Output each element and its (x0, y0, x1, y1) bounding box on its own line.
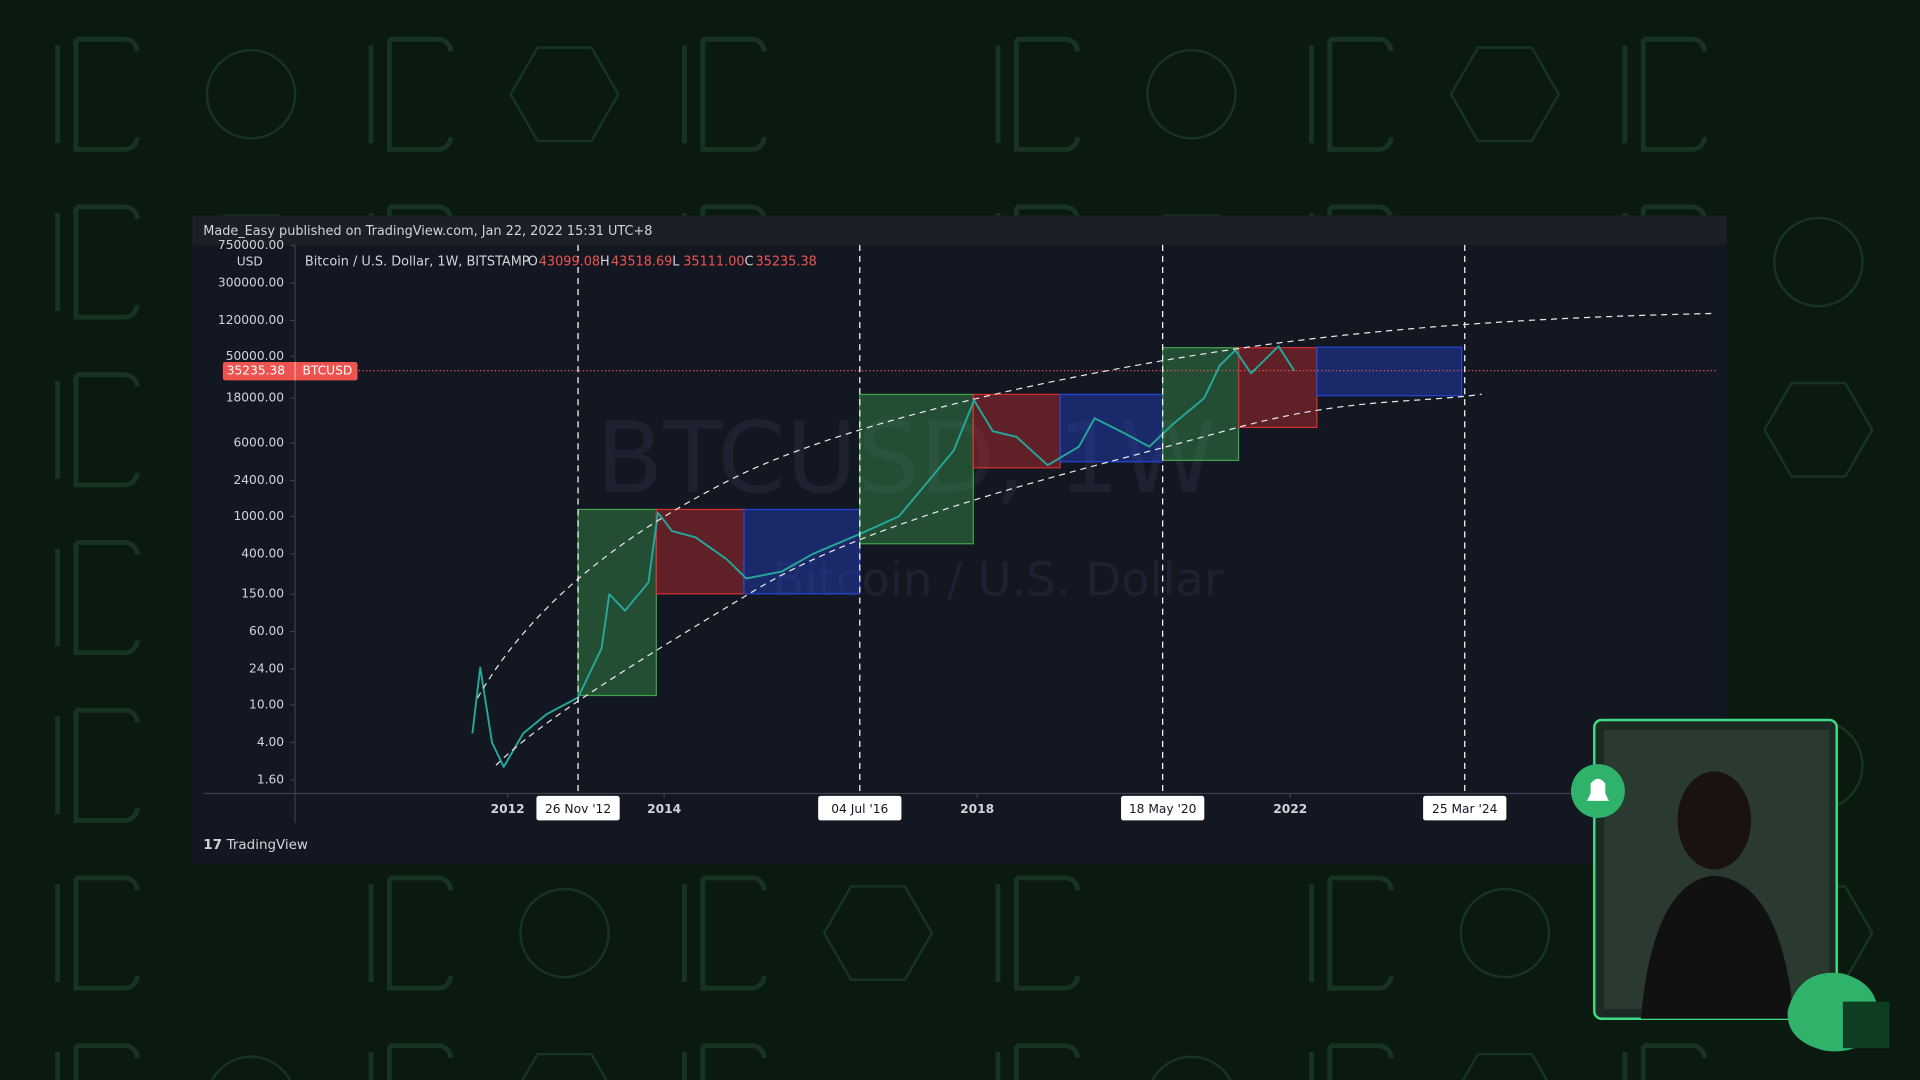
y-tick-label: 24.00 (249, 662, 284, 676)
ohlc-value: 43099.08 (539, 255, 600, 270)
pattern-circle (1773, 216, 1864, 308)
price-label: 35235.38 (227, 364, 285, 378)
cycle-box (1059, 393, 1164, 463)
watermark-sub: Bitcoin / U.S. Dollar (773, 552, 1224, 606)
pattern-logo (55, 540, 140, 656)
currency: USD (237, 255, 263, 269)
ohlc-key: O (528, 255, 538, 270)
y-tick-label: 1000.00 (233, 509, 284, 523)
y-tick-label: 300000.00 (218, 275, 284, 289)
y-tick-label: 2400.00 (233, 473, 284, 487)
x-tick-label: 2014 (647, 802, 681, 816)
cycle-box (655, 508, 745, 595)
pattern-logo (995, 1043, 1080, 1080)
pattern-circle (1146, 48, 1237, 140)
date-marker-label: 26 Nov '12 (545, 802, 611, 816)
x-tick-label: 2012 (491, 802, 525, 816)
y-tick-label: 18000.00 (226, 391, 284, 405)
person-hair (1677, 771, 1752, 870)
cycle-box (743, 508, 861, 595)
pattern-hexagon (1461, 1052, 1549, 1080)
date-marker-box (1121, 795, 1205, 821)
pattern-logo (995, 36, 1080, 152)
ohlc-value: 35235.38 (756, 255, 817, 270)
publisher: Made_Easy published on TradingView.com, … (203, 224, 652, 239)
pattern-logo (995, 875, 1080, 991)
date-marker-label: 18 May '20 (1129, 802, 1197, 816)
y-tick-label: 120000.00 (218, 313, 284, 327)
pattern-logo (682, 1043, 767, 1080)
ohlc-value: 35111.00 (683, 255, 744, 270)
pattern-circle (205, 48, 297, 140)
y-tick-label: 4.00 (257, 735, 284, 749)
chart-panel (192, 215, 1727, 865)
legend-title: Bitcoin / U.S. Dollar, 1W, BITSTAMP (305, 255, 530, 270)
ohlc: O 43099.08 H 43518.69 L 35111.00 C 35235.38 (528, 255, 817, 270)
watermark: BTCUSD, 1W (596, 402, 1216, 516)
symbol-label: BTCUSD (302, 364, 352, 378)
pattern-logo (682, 875, 767, 991)
date-marker-label: 04 Jul '16 (831, 802, 888, 816)
date-marker-box (536, 795, 620, 821)
bell-icon (1586, 778, 1609, 801)
pattern-logo (55, 707, 140, 823)
price-label-box (222, 362, 358, 381)
branding-text: TradingView (226, 838, 308, 853)
pattern-logo (55, 372, 140, 488)
date-marker-label: 25 Mar '24 (1432, 802, 1498, 816)
y-tick-label: 750000.00 (218, 238, 284, 252)
pattern-hexagon (1763, 381, 1874, 478)
x-tick-label: 2018 (960, 802, 994, 816)
cycle-box (972, 393, 1061, 469)
cycle-box (859, 393, 974, 545)
pattern-circle (210, 1055, 292, 1080)
pattern-hexagon (822, 885, 934, 981)
pattern-hexagon (509, 46, 620, 143)
pattern-logo (55, 204, 140, 320)
logo-square (1842, 1001, 1890, 1049)
pattern-logo (55, 36, 140, 152)
y-tick-label: 10.00 (249, 697, 284, 711)
cycle-box (1316, 346, 1463, 397)
pattern-logo (368, 1043, 454, 1080)
pattern-logo (1308, 1043, 1394, 1080)
pattern-logo (368, 36, 454, 152)
branding: 𝟭𝟳 TradingView (203, 838, 308, 853)
y-tick-label: 6000.00 (233, 436, 284, 450)
pattern-hexagon (521, 1052, 608, 1080)
pattern-logo (682, 36, 767, 152)
pattern-hexagon (1449, 46, 1561, 143)
ohlc-key: L (672, 255, 680, 270)
x-tick-label: 2022 (1273, 802, 1307, 816)
ohlc-key: H (600, 255, 610, 270)
ohlc-value: 43518.69 (611, 255, 672, 270)
pattern-circle (1459, 887, 1551, 979)
pattern-logo (55, 1043, 140, 1080)
upper-trend-curve (477, 312, 1715, 699)
pattern-circle (519, 887, 610, 979)
y-tick-label: 150.00 (241, 587, 284, 601)
pattern-logo (368, 875, 454, 991)
ohlc-key: C (744, 255, 753, 270)
y-tick-label: 50000.00 (226, 349, 284, 363)
y-tick-label: 60.00 (249, 624, 284, 638)
pattern-logo (1308, 36, 1394, 152)
cycle-box (1237, 347, 1318, 429)
pattern-logo (1308, 875, 1394, 991)
date-marker-box (1423, 795, 1507, 821)
pattern-logo (55, 875, 140, 991)
overlay: 26 Nov '12 04 Jul '16 18 May '20 25 Mar '24… (222, 244, 1507, 821)
pattern-circle (1151, 1055, 1232, 1080)
logo: 𝟭𝟳 (203, 838, 226, 853)
pattern-logo (1622, 36, 1707, 152)
y-tick-label: 400.00 (241, 546, 284, 560)
header-bar (192, 215, 1727, 245)
date-marker-box (818, 795, 902, 821)
y-tick-label: 1.60 (257, 772, 284, 786)
pattern-logo (1622, 1043, 1707, 1080)
cycle-box (1162, 347, 1240, 462)
person-body (1640, 875, 1794, 1019)
